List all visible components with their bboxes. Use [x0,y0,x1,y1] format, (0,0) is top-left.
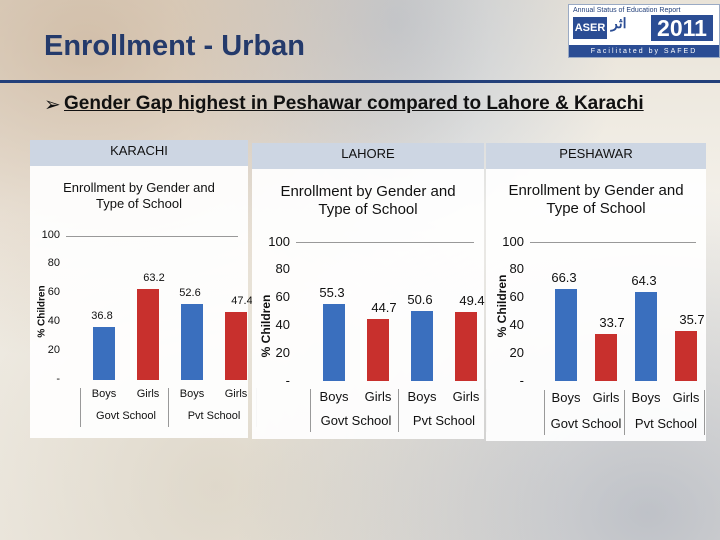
y-tick-label: - [519,372,524,388]
y-tick-label: 100 [41,228,60,241]
y-tick-label: 60 [47,286,60,299]
y-tick-label: 40 [275,316,290,332]
chart-lahore: Enrollment by Gender and Type of School%… [252,169,487,439]
bar [137,288,159,380]
bar [181,304,203,380]
y-tick-label: 40 [47,314,60,327]
category-label: Boys [407,389,437,404]
chart-title: Enrollment by Gender and Type of School [508,182,684,217]
y-tick-label: 80 [47,257,60,270]
bar-value-label: 33.7 [599,315,625,331]
y-axis-label: % Children [36,285,48,338]
group-separator [80,388,81,427]
group-separator [398,389,399,432]
y-tick-label: 40 [509,316,524,332]
category-label: Girls [672,390,700,405]
bar [225,311,247,380]
group-label: Pvt School [634,416,698,431]
y-tick-label: 20 [509,344,524,360]
bar-value-label: 55.3 [319,285,345,301]
category-label: Girls [364,389,392,404]
logo-bottom-text: Facilitated by SAFED [569,45,719,57]
group-label: Govt School [320,413,392,428]
category-label: Boys [319,389,349,404]
bar [367,318,389,381]
y-tick-label: 60 [275,289,290,305]
y-tick-label: 20 [47,343,60,356]
y-tick-label: - [285,372,290,388]
category-label: Boys [551,390,581,405]
slide-title: Enrollment - Urban [44,30,306,62]
bar [93,327,115,380]
bar [455,312,477,381]
category-label: Boys [91,388,117,400]
top-gridline [530,242,696,243]
bullet-arrow-icon: ➢ [44,94,61,116]
bar-value-label: 35.7 [679,312,705,328]
y-tick-label: 80 [509,261,524,277]
top-gridline [66,236,238,237]
category-label: Boys [631,390,661,405]
logo-top-text: Annual Status of Education Report [573,7,681,14]
y-axis-label: % Children [495,274,509,338]
top-gridline [296,242,474,243]
bar [555,288,577,381]
y-tick-label: 60 [509,289,524,305]
bar-value-label: 49.4 [459,293,485,309]
group-separator [624,390,625,435]
logo-aser-badge: ASER [573,17,607,39]
y-tick-label: 100 [502,233,524,249]
bar-value-label: 66.3 [551,269,577,285]
y-tick-label: - [56,372,60,385]
chart-title: Enrollment by Gender and Type of School [280,183,456,218]
panel-label-peshawar: PESHAWAR [486,143,706,169]
bar [675,331,697,381]
group-separator [310,389,311,432]
group-label: Pvt School [412,413,476,428]
chart-peshawar: Enrollment by Gender and Type of School%… [486,169,706,441]
panel-label-lahore: LAHORE [252,143,484,169]
category-label: Girls [452,389,480,404]
logo-year: 2011 [651,15,713,41]
bar-value-label: 64.3 [631,272,657,288]
chart-title: Enrollment by Gender and Type of School [63,180,215,211]
bar [323,304,345,381]
bar-value-label: 50.6 [407,291,433,307]
category-label: Girls [224,388,248,400]
title-rule [0,80,720,83]
group-separator [168,388,169,427]
bar-value-label: 63.2 [143,271,165,284]
panel-label-karachi: KARACHI [30,140,248,166]
logo-urdu-text: اثر [611,15,627,31]
bar [411,310,433,381]
y-tick-label: 20 [275,344,290,360]
aser-logo: Annual Status of Education Report ASER ا… [568,4,720,58]
bar-value-label: 36.8 [91,310,113,322]
category-label: Girls [136,388,160,400]
group-label: Pvt School [187,410,241,422]
chart-karachi: Enrollment by Gender and Type of School%… [30,166,257,438]
bar-value-label: 44.7 [371,299,397,315]
group-separator [544,390,545,435]
group-label: Govt School [96,410,156,422]
y-tick-label: 80 [275,261,290,277]
bar [595,334,617,381]
slide-subtitle: Gender Gap highest in Peshawar compared … [64,93,644,114]
category-label: Boys [179,388,205,400]
y-tick-label: 100 [268,233,290,249]
bar-value-label: 47.4 [231,294,253,307]
bar-value-label: 52.6 [179,287,201,300]
category-label: Girls [592,390,620,405]
group-label: Govt School [550,416,622,431]
group-separator [704,390,705,435]
bar [635,291,657,381]
